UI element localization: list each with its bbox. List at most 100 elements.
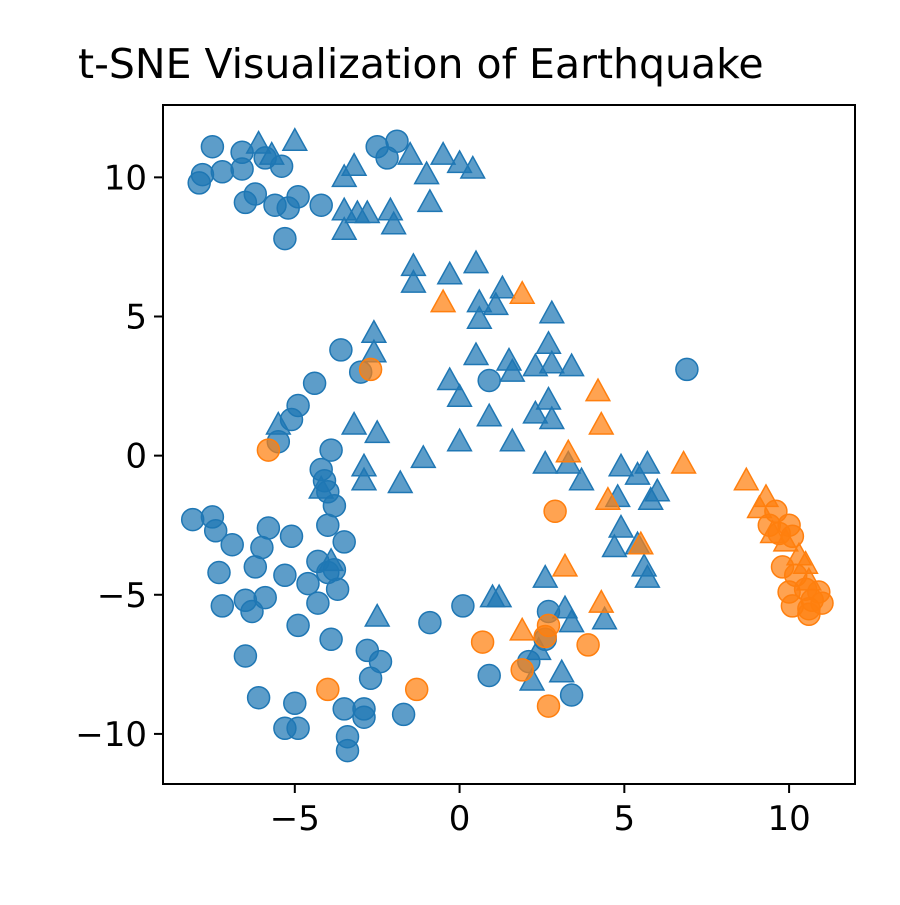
data-point bbox=[584, 377, 612, 402]
data-point bbox=[532, 564, 559, 588]
data-point bbox=[462, 249, 490, 274]
data-point bbox=[331, 163, 358, 188]
data-point bbox=[446, 383, 473, 407]
data-point bbox=[243, 182, 268, 206]
data-point bbox=[509, 616, 536, 641]
data-point bbox=[429, 288, 457, 313]
data-point bbox=[413, 160, 440, 185]
data-point bbox=[607, 513, 635, 538]
data-point bbox=[436, 366, 463, 391]
data-point bbox=[752, 483, 780, 508]
data-point bbox=[281, 127, 308, 151]
data-point bbox=[418, 610, 442, 635]
data-point bbox=[243, 555, 268, 579]
data-point bbox=[200, 134, 225, 159]
data-point bbox=[190, 162, 215, 187]
data-point bbox=[317, 547, 345, 572]
data-points bbox=[180, 127, 834, 763]
data-point bbox=[558, 352, 585, 377]
data-point bbox=[332, 697, 356, 721]
data-point bbox=[256, 438, 281, 462]
data-point bbox=[230, 157, 254, 181]
data-point bbox=[558, 608, 585, 633]
data-point bbox=[387, 469, 414, 494]
data-point bbox=[576, 633, 600, 657]
data-point bbox=[477, 368, 501, 393]
data-point bbox=[286, 716, 310, 741]
data-point bbox=[634, 449, 661, 474]
data-point bbox=[350, 466, 378, 491]
data-point bbox=[286, 613, 310, 638]
data-point bbox=[568, 466, 595, 491]
data-point bbox=[485, 583, 513, 608]
y-tick-label: −5 bbox=[97, 576, 147, 616]
data-point bbox=[543, 499, 567, 524]
data-point bbox=[548, 658, 575, 683]
data-point bbox=[627, 530, 654, 555]
data-point bbox=[391, 702, 416, 727]
data-point bbox=[331, 216, 358, 240]
data-point bbox=[510, 658, 534, 682]
data-point bbox=[400, 269, 427, 293]
data-point bbox=[180, 507, 205, 532]
data-point bbox=[591, 605, 618, 630]
data-point bbox=[509, 280, 536, 304]
data-point bbox=[210, 160, 235, 184]
data-point bbox=[286, 185, 310, 209]
data-point bbox=[489, 274, 516, 299]
data-point bbox=[352, 705, 376, 729]
data-point bbox=[522, 399, 549, 424]
data-point bbox=[207, 560, 231, 585]
data-point bbox=[340, 410, 368, 435]
data-point bbox=[675, 357, 699, 382]
data-point bbox=[555, 438, 582, 463]
data-point bbox=[273, 563, 297, 588]
data-point bbox=[538, 299, 565, 324]
data-point bbox=[462, 341, 490, 366]
data-point bbox=[459, 154, 486, 179]
data-point bbox=[538, 349, 565, 374]
data-point bbox=[332, 530, 356, 554]
data-point bbox=[246, 685, 271, 710]
data-point bbox=[436, 260, 463, 285]
y-tick-label: 5 bbox=[125, 297, 147, 337]
y-tick-label: −10 bbox=[75, 715, 147, 755]
data-point bbox=[385, 129, 409, 153]
data-point bbox=[316, 513, 340, 537]
data-point bbox=[335, 738, 360, 763]
data-point bbox=[302, 371, 327, 396]
data-point bbox=[525, 636, 552, 661]
data-point bbox=[358, 357, 383, 382]
data-point bbox=[601, 533, 628, 558]
data-point bbox=[258, 141, 285, 165]
data-point bbox=[429, 141, 457, 165]
data-point bbox=[410, 444, 437, 469]
data-point bbox=[319, 438, 343, 462]
data-point bbox=[233, 644, 258, 668]
data-point bbox=[377, 196, 404, 221]
data-point bbox=[559, 683, 584, 707]
data-point bbox=[470, 630, 495, 654]
data-point bbox=[316, 677, 340, 702]
data-point bbox=[607, 452, 635, 477]
x-tick-label: 5 bbox=[614, 799, 636, 839]
data-point bbox=[308, 474, 335, 499]
data-point bbox=[220, 532, 244, 557]
data-point bbox=[245, 129, 272, 154]
data-point bbox=[319, 627, 343, 652]
data-point bbox=[279, 524, 304, 549]
data-point bbox=[759, 519, 786, 544]
data-point bbox=[466, 305, 493, 330]
data-point bbox=[588, 589, 615, 613]
data-point bbox=[551, 552, 579, 577]
data-point bbox=[364, 419, 391, 444]
data-point bbox=[795, 566, 822, 591]
data-point bbox=[368, 649, 393, 674]
plot-frame bbox=[162, 104, 856, 785]
data-point bbox=[250, 535, 274, 560]
data-point bbox=[451, 594, 475, 618]
data-point bbox=[306, 591, 330, 615]
data-point bbox=[203, 519, 228, 543]
